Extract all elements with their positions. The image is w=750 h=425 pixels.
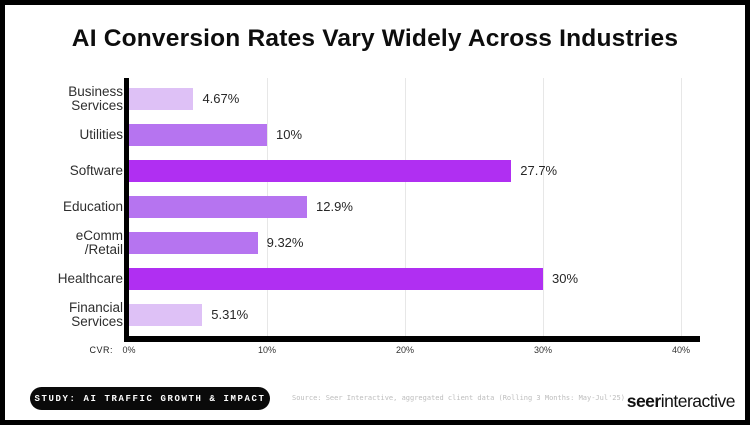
category-label-line: eComm [75, 228, 123, 243]
value-label: 9.32% [266, 235, 304, 250]
chart-title: AI Conversion Rates Vary Widely Across I… [71, 25, 679, 52]
x-tick-30%: 30% [533, 345, 552, 355]
category-label-line: Education [62, 199, 123, 214]
category-label: eComm/Retail [11, 228, 123, 257]
category-label: Education [11, 196, 123, 218]
y-axis-line [124, 78, 129, 342]
bar-utilities [129, 124, 267, 146]
chart-row: Financial Services 5.31% [5, 300, 745, 329]
bar-chart: Business Services 4.67% Utilities 10% Softwar… [5, 5, 745, 420]
seer-logo: seerinteractive [626, 391, 736, 412]
x-tick-20%: 20% [395, 345, 414, 355]
value-label: 12.9% [316, 199, 353, 214]
chart-row: Education 12.9% [5, 196, 745, 218]
chart-row: Healthcare 30% [5, 268, 745, 290]
x-tick-0%: 0% [122, 345, 136, 355]
category-label-line: Services [71, 98, 123, 113]
value-label: 5.31% [211, 307, 249, 322]
x-axis-line [124, 336, 700, 342]
chart-row: Utilities 10% [5, 124, 745, 146]
x-axis-unit-label: CVR: [89, 345, 113, 355]
chart-row: Business Services 4.67% [5, 84, 745, 113]
x-tick-40%: 40% [671, 345, 690, 355]
source-text: Source: Seer Interactive, aggregated cli… [292, 394, 625, 402]
gridline-30pct [543, 78, 544, 336]
category-label: Healthcare [11, 268, 123, 290]
chart-row: Software 27.7% [5, 160, 745, 182]
value-label: 4.67% [202, 91, 240, 106]
bar-financial-services [129, 304, 203, 326]
chart-row: eComm/Retail 9.32% [5, 228, 745, 257]
category-label: Business Services [11, 84, 123, 113]
category-label: Financial Services [11, 300, 123, 329]
category-label: Software [11, 160, 123, 182]
seer-logo-bold: seer [626, 391, 662, 411]
value-label: 10% [276, 127, 303, 142]
bar-software [129, 160, 512, 182]
value-label: 27.7% [520, 163, 558, 178]
category-label-line: Financial [68, 300, 123, 315]
seer-logo-regular: interactive [660, 391, 736, 411]
bar-business-services [129, 88, 194, 110]
category-label-line: Software [69, 163, 123, 178]
category-label-line: Services [71, 314, 123, 329]
category-label: Utilities [11, 124, 123, 146]
category-label-line: Utilities [79, 127, 123, 142]
bar-education [129, 196, 308, 218]
category-label-line: Healthcare [57, 271, 123, 286]
gridline-40pct [681, 78, 682, 336]
bar-ecomm-retail [129, 232, 258, 254]
category-label-line: /Retail [84, 242, 123, 257]
x-tick-10%: 10% [257, 345, 276, 355]
category-label-line: Business [68, 84, 123, 99]
value-label: 30% [552, 271, 579, 286]
gridline-20pct [405, 78, 406, 336]
study-badge: STUDY: AI TRAFFIC GROWTH & IMPACT [30, 387, 270, 410]
bar-healthcare [129, 268, 543, 290]
